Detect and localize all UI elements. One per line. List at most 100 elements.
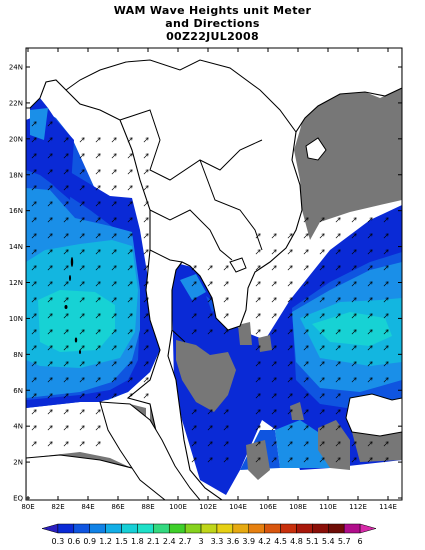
colorbar-label: 5.1 [306, 537, 319, 546]
andaman-islands [64, 257, 81, 354]
wave-arrow [383, 313, 389, 319]
wave-arrow [111, 377, 117, 383]
colorbar-swatch [168, 523, 186, 534]
wave-arrow [207, 409, 213, 415]
wave-arrow [287, 409, 293, 415]
wave-arrow [63, 329, 69, 335]
wave-arrow [47, 393, 53, 399]
wave-arrow [47, 121, 53, 127]
lon-tick-label: 108E [289, 503, 307, 511]
wave-arrow [79, 169, 85, 175]
wave-arrow [31, 137, 37, 143]
wave-arrow [351, 377, 357, 383]
wave-direction-arrows [31, 121, 389, 463]
wave-arrow [143, 313, 149, 319]
wave-arrow [143, 265, 149, 271]
colorbar-label: 2.1 [147, 537, 160, 546]
wave-arrow [351, 457, 357, 463]
wave-arrow [47, 345, 53, 351]
wave-arrow [79, 201, 85, 207]
wave-arrow [207, 265, 213, 271]
wave-arrow [47, 137, 53, 143]
wave-arrow [351, 361, 357, 367]
wave-arrow [319, 233, 325, 239]
wave-arrow [255, 361, 261, 367]
wave-arrow [223, 329, 229, 335]
wave-arrow [111, 297, 117, 303]
wave-arrow [95, 441, 101, 447]
colorbar-label: 1.5 [115, 537, 128, 546]
wave-arrow [303, 313, 309, 319]
wave-arrow [143, 233, 149, 239]
colorbar-swatch [153, 523, 170, 534]
wave-arrow [127, 137, 133, 143]
wave-arrow [111, 345, 117, 351]
wave-arrow [127, 329, 133, 335]
wave-arrow [303, 457, 309, 463]
wave-arrow [335, 457, 341, 463]
wave-arrow [351, 441, 357, 447]
wave-arrow [335, 265, 341, 271]
wave-arrow [207, 441, 213, 447]
wave-arrow [207, 457, 213, 463]
wave-arrow [319, 441, 325, 447]
wave-arrow [95, 345, 101, 351]
colorbar-label: 2.4 [163, 537, 176, 546]
wave-arrow [351, 313, 357, 319]
lat-tick-label: 8N [13, 351, 23, 359]
lat-tick-label: 2N [13, 459, 23, 467]
wave-arrow [95, 233, 101, 239]
wave-arrow [335, 345, 341, 351]
wave-arrow [31, 121, 37, 127]
wave-arrow [191, 409, 197, 415]
wave-arrow [271, 457, 277, 463]
lat-tick-label: 24N [9, 64, 23, 72]
wave-arrow [127, 249, 133, 255]
map-title-line3: 00Z22JUL2008 [166, 30, 259, 43]
map-title-line2: and Directions [165, 17, 260, 30]
sea-band-1-5 [38, 290, 115, 352]
wave-arrow [191, 441, 197, 447]
wave-arrow [31, 233, 37, 239]
wave-arrow [63, 409, 69, 415]
lon-tick-label: 104E [229, 503, 247, 511]
colorbar-swatch [121, 523, 138, 534]
wave-arrow [383, 345, 389, 351]
lon-tick-label: 106E [259, 503, 277, 511]
wave-arrow [287, 393, 293, 399]
wave-arrow [287, 345, 293, 351]
wave-arrow [255, 457, 261, 463]
wave-arrow [127, 233, 133, 239]
wave-arrow [383, 249, 389, 255]
wave-arrow [111, 265, 117, 271]
colorbar-swatch [248, 523, 265, 534]
wave-arrow [271, 265, 277, 271]
wave-arrow [287, 281, 293, 287]
wave-arrow [95, 169, 101, 175]
wave-arrow [367, 361, 373, 367]
wave-arrow [47, 425, 53, 431]
wave-arrow [287, 457, 293, 463]
wave-arrow [47, 361, 53, 367]
wave-arrow [127, 265, 133, 271]
wave-arrow [31, 169, 37, 175]
colorbar-label: 4.8 [290, 537, 303, 546]
wave-arrow [111, 153, 117, 159]
wave-arrow [255, 441, 261, 447]
longitude-axis: 80E 82E 84E 86E 88E 100E 102E 104E 106E 108E 110E 1… [21, 48, 397, 511]
wave-arrow [207, 425, 213, 431]
wave-arrow [335, 329, 341, 335]
wave-arrow [95, 137, 101, 143]
wave-arrow [271, 329, 277, 335]
wave-arrow [319, 297, 325, 303]
wave-arrow [383, 329, 389, 335]
wave-arrow [351, 345, 357, 351]
lat-tick-label: 18N [9, 171, 23, 179]
wave-arrow [335, 249, 341, 255]
wave-arrow [111, 201, 117, 207]
wave-arrow [287, 377, 293, 383]
wave-arrow [303, 297, 309, 303]
wave-arrow [207, 313, 213, 319]
colorbar-swatch [216, 523, 234, 534]
